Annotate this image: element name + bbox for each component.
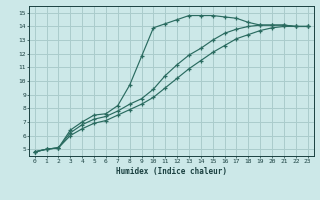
X-axis label: Humidex (Indice chaleur): Humidex (Indice chaleur)	[116, 167, 227, 176]
